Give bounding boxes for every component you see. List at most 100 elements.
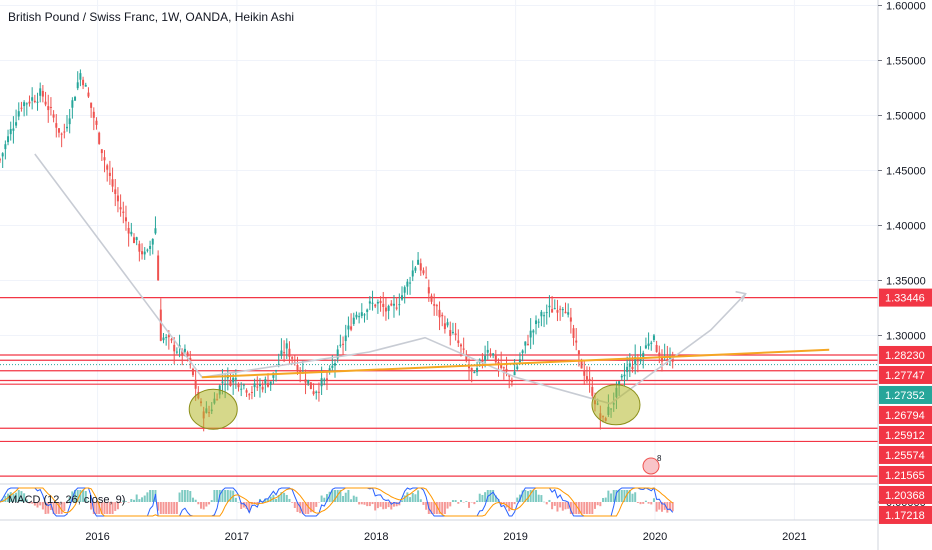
- macd-histogram-bar: [508, 502, 511, 512]
- candle-body: [283, 352, 286, 354]
- candle-body: [151, 238, 154, 245]
- candle-body: [175, 351, 178, 353]
- candle-body: [242, 384, 245, 386]
- candle-body: [465, 356, 468, 361]
- candle-body: [427, 287, 430, 294]
- macd-histogram-bar: [52, 502, 55, 514]
- macd-histogram-bar: [409, 497, 412, 502]
- price-level-tag: [879, 465, 932, 484]
- macd-histogram-bar: [395, 502, 398, 507]
- macd-histogram-bar: [130, 499, 133, 502]
- price-level-tag-label: 1.25912: [885, 430, 925, 442]
- candle-body: [497, 361, 500, 364]
- macd-histogram-bar: [283, 492, 286, 502]
- candle-body: [446, 322, 449, 326]
- macd-histogram-bar: [15, 492, 18, 502]
- candle-body: [585, 376, 588, 380]
- macd-histogram-bar: [604, 497, 607, 502]
- macd-histogram-bar: [108, 502, 111, 514]
- macd-histogram-bar: [358, 502, 361, 505]
- macd-histogram-bar: [401, 500, 404, 502]
- event-marker-icon: [642, 457, 660, 475]
- candle-body: [433, 304, 436, 306]
- macd-histogram-bar: [202, 502, 205, 510]
- macd-histogram-bar: [425, 502, 428, 510]
- candle-body: [489, 353, 492, 355]
- candle-body: [68, 118, 71, 125]
- candle-body: [540, 311, 543, 317]
- macd-histogram-bar: [658, 502, 661, 510]
- macd-histogram-bar: [267, 499, 270, 502]
- macd-histogram-bar: [317, 502, 320, 503]
- candle-body: [671, 358, 674, 362]
- macd-histogram-bar: [71, 491, 74, 502]
- candle-body: [660, 356, 663, 362]
- candle-body: [258, 384, 261, 387]
- macd-histogram-bar: [138, 499, 141, 502]
- price-axis-tick-label: 1.35000: [886, 276, 926, 288]
- candle-body: [392, 303, 395, 306]
- macd-histogram-bar: [245, 502, 248, 509]
- candle-body: [82, 79, 85, 86]
- macd-histogram-bar: [213, 490, 216, 502]
- macd-histogram-bar: [103, 502, 106, 514]
- macd-histogram-bar: [151, 490, 154, 502]
- macd-histogram-bar: [127, 502, 130, 503]
- macd-histogram-bar: [124, 501, 127, 502]
- macd-histogram-bar: [41, 502, 44, 510]
- candle-body: [435, 305, 438, 307]
- macd-histogram-bar: [122, 500, 125, 502]
- candle-body: [411, 270, 414, 277]
- macd-histogram-bar: [175, 502, 178, 514]
- macd-histogram-bar: [580, 502, 583, 514]
- macd-histogram-bar: [334, 490, 337, 502]
- macd-histogram-bar: [411, 493, 414, 502]
- candle-body: [95, 120, 98, 125]
- candle-body: [626, 366, 629, 372]
- candle-body: [52, 114, 55, 118]
- candle-body: [368, 301, 371, 304]
- macd-histogram-bar: [593, 502, 596, 509]
- macd-histogram-bar: [484, 492, 487, 502]
- macd-histogram-bar: [626, 490, 629, 502]
- candle-body: [127, 227, 130, 234]
- macd-histogram-bar: [165, 502, 168, 514]
- candle-body: [521, 350, 524, 353]
- candle-body: [535, 320, 538, 325]
- macd-histogram-bar: [376, 502, 379, 509]
- candle-body: [516, 366, 519, 369]
- candle-body: [449, 330, 452, 337]
- macd-histogram-bar: [194, 499, 197, 502]
- candle-body: [232, 377, 235, 383]
- time-axis-label: 2017: [225, 531, 249, 543]
- macd-histogram-bar: [234, 497, 237, 502]
- macd-histogram-bar: [98, 502, 101, 514]
- time-axis-label: 2020: [643, 531, 667, 543]
- macd-histogram-bar: [368, 502, 371, 507]
- macd-histogram-bar: [478, 493, 481, 502]
- macd-histogram-bar: [133, 499, 136, 502]
- macd-histogram-bar: [524, 490, 527, 502]
- macd-histogram-bar: [159, 502, 162, 514]
- candle-body: [253, 383, 256, 388]
- macd-histogram-bar: [548, 499, 551, 502]
- macd-histogram-bar: [521, 490, 524, 502]
- candle-body: [363, 314, 366, 316]
- candle-body: [639, 357, 642, 362]
- macd-histogram-bar: [269, 496, 272, 502]
- macd-histogram-bar: [433, 502, 436, 514]
- macd-histogram-bar: [553, 502, 556, 506]
- candle-body: [47, 106, 50, 111]
- macd-histogram-bar: [312, 502, 315, 512]
- macd-histogram-bar: [481, 494, 484, 502]
- macd-histogram-bar: [532, 490, 535, 502]
- candle-body: [580, 360, 583, 369]
- candle-body: [443, 323, 446, 330]
- candle-body: [41, 90, 44, 97]
- macd-histogram-bar: [141, 497, 144, 502]
- macd-histogram-bar: [323, 497, 326, 502]
- candle-body: [339, 344, 342, 346]
- macd-histogram-bar: [513, 502, 516, 505]
- macd-histogram-bar: [537, 494, 540, 502]
